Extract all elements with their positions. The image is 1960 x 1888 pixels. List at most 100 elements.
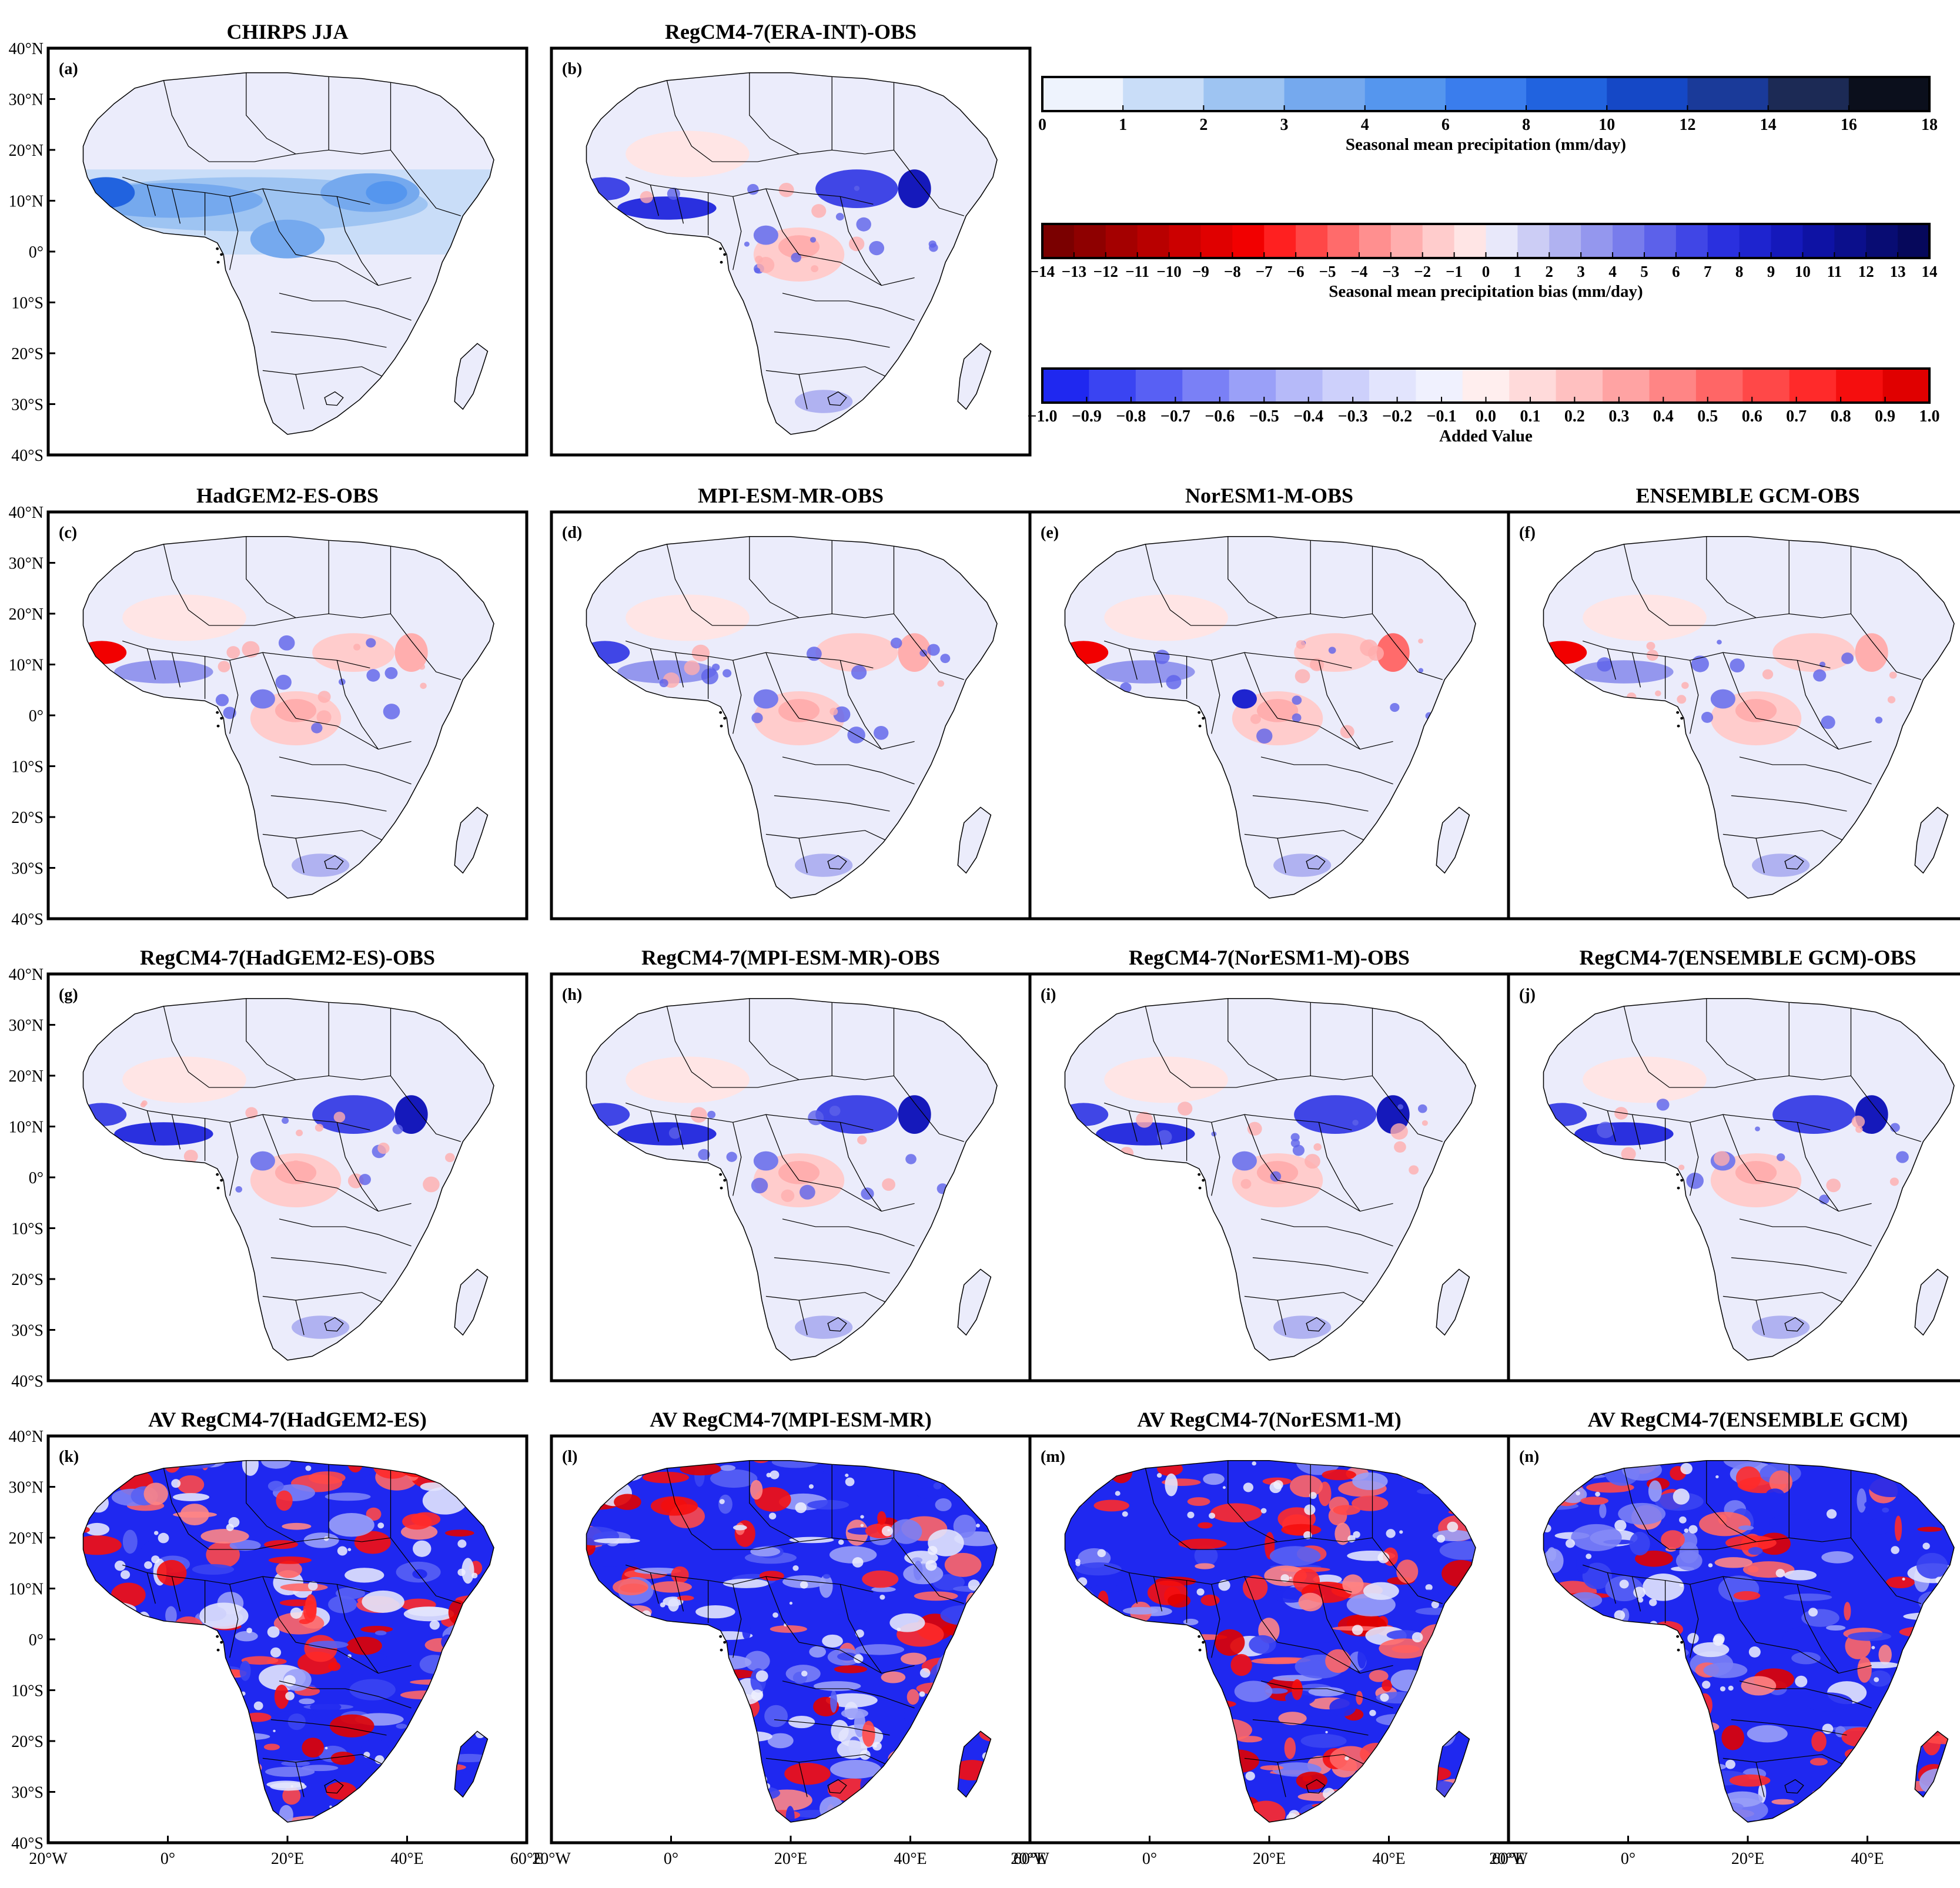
island-dot — [723, 717, 727, 720]
island-dot — [1676, 1635, 1680, 1638]
panel-a-title: CHIRPS JJA — [226, 20, 348, 43]
colorbar-label: Seasonal mean precipitation bias (mm/day… — [1329, 282, 1643, 301]
colorbar-tick-label: −14 — [1030, 263, 1055, 280]
madagascar-coast — [1914, 806, 1949, 874]
lat-tick-label: 30°S — [11, 1322, 44, 1340]
madagascar-coast — [1436, 806, 1470, 874]
panel-h-title: RegCM4-7(MPI-ESM-MR)-OBS — [641, 946, 940, 969]
panel-k-letter: (k) — [59, 1448, 79, 1466]
colorbar-swatch — [1898, 224, 1930, 258]
panel-k: AV RegCM4-7(HadGEM2-ES) (k) 40°N 30°N 20°N 10… — [9, 1408, 544, 1868]
island-dot — [216, 724, 220, 728]
panel-b-title: RegCM4-7(ERA-INT)-OBS — [665, 20, 917, 43]
colorbar-swatch — [1359, 224, 1392, 258]
colorbar-tick-label: 18 — [1921, 116, 1938, 134]
panel-k-title: AV RegCM4-7(HadGEM2-ES) — [148, 1408, 427, 1431]
panel-m: AV RegCM4-7(NorESM1-M) (m) 20°W 0° 20°E 40°E 6… — [1011, 1408, 1525, 1868]
coastline — [586, 1460, 998, 1823]
island-dot — [1676, 711, 1680, 714]
colorbar-swatch — [1581, 224, 1613, 258]
island-dot — [719, 1173, 723, 1176]
coastline — [1064, 1460, 1476, 1823]
madagascar-coast — [1914, 1730, 1949, 1798]
colorbar-tick-label: 16 — [1841, 116, 1857, 134]
island-dot — [723, 1641, 727, 1644]
lon-tick-label: 20°W — [532, 1850, 571, 1868]
panel-l-letter: (l) — [562, 1448, 577, 1466]
panel-m-letter: (m) — [1041, 1448, 1065, 1466]
lat-tick-label: 20°S — [11, 1733, 44, 1751]
lat-tick-label: 20°S — [11, 1271, 44, 1289]
colorbar-tick-label: 0.4 — [1653, 407, 1674, 426]
lesotho-border — [827, 1779, 847, 1794]
colorbar-tick-label: 0.0 — [1476, 407, 1496, 426]
colorbar-swatch — [1675, 224, 1708, 258]
lat-tick-label: 30°N — [9, 1017, 44, 1035]
country-borders — [1104, 536, 1443, 873]
panel-e-letter: (e) — [1041, 524, 1059, 542]
colorbar-tick-label: −0.4 — [1293, 407, 1323, 426]
colorbar-tick-label: −0.3 — [1338, 407, 1368, 426]
lesotho-border — [324, 855, 344, 870]
lat-tick-label: 40°S — [11, 447, 44, 465]
colorbar-tick-label: −8 — [1224, 263, 1241, 280]
colorbar-swatch — [1296, 224, 1328, 258]
lat-tick-label: 20°S — [11, 345, 44, 363]
lon-tick-label: 40°E — [1372, 1850, 1405, 1868]
coastline — [586, 998, 998, 1361]
colorbar-tick-label: −10 — [1156, 263, 1181, 280]
lon-tick-label: 0° — [160, 1850, 175, 1868]
madagascar — [958, 1269, 991, 1335]
lon-tick-label: 40°E — [1851, 1850, 1884, 1868]
colorbar-swatch — [1264, 224, 1296, 258]
colorbar-2: −1.0 −0.9 −0.8 −0.7 −0.6 −0.5 −0.4 −0.3 −0.2 −0.1… — [1028, 367, 1940, 446]
panel-n: AV RegCM4-7(ENSEMBLE GCM) (n) 20°W 0° 20°E 40… — [1489, 1408, 1960, 1868]
panel-h-map — [586, 998, 998, 1361]
panel-c: HadGEM2-ES-OBS (c) 40°N 30°N 20°N 10°N 0° 10°S 2… — [9, 484, 529, 929]
panel-b: RegCM4-7(ERA-INT)-OBS (b) — [550, 20, 1032, 457]
colorbar-tick-label: 3 — [1280, 116, 1289, 134]
island-dot — [216, 247, 219, 250]
colorbar-swatch — [1644, 224, 1677, 258]
lon-tick-label: 20°W — [1011, 1850, 1049, 1868]
lat-tick-label: 30°N — [9, 91, 44, 109]
colorbar-swatch — [1284, 77, 1366, 111]
colorbar-tick-label: 0.2 — [1564, 407, 1585, 426]
country-borders — [1583, 536, 1922, 873]
colorbar-swatch — [1369, 369, 1416, 403]
lesotho-border — [1784, 1317, 1804, 1332]
island-dot — [1202, 1179, 1205, 1182]
colorbar-tick-label: 12 — [1679, 116, 1695, 134]
island-dot — [719, 247, 723, 250]
madagascar — [958, 343, 991, 410]
lon-tick-label: 60°E — [1014, 1850, 1046, 1868]
colorbar-swatch — [1073, 224, 1106, 258]
madagascar-coast — [957, 343, 992, 410]
panel-d: MPI-ESM-MR-OBS (d) — [550, 484, 1032, 920]
country-borders — [1583, 998, 1922, 1335]
madagascar-coast — [1436, 1268, 1470, 1336]
island-dot — [1680, 1641, 1684, 1644]
colorbar-tick-label: 2 — [1199, 116, 1208, 134]
colorbar-swatch — [1454, 224, 1487, 258]
colorbar-swatch — [1232, 224, 1265, 258]
panel-b-map — [586, 72, 998, 435]
lesotho-border — [1306, 855, 1326, 870]
colorbar-swatch — [1834, 224, 1867, 258]
colorbar-tick-label: −4 — [1350, 263, 1367, 280]
lat-tick-label: 10°N — [9, 1581, 44, 1599]
colorbar-swatch — [1695, 369, 1743, 403]
country-borders — [122, 998, 461, 1335]
lon-tick-label: 20°W — [29, 1850, 68, 1868]
island-dot — [1198, 1173, 1201, 1176]
colorbar-tick-label: 0.6 — [1742, 407, 1762, 426]
field-i — [1065, 1056, 1428, 1339]
colorbar-swatch — [1364, 77, 1446, 111]
panel-g-letter: (g) — [59, 986, 78, 1004]
lesotho-border — [827, 855, 847, 870]
island-dot — [720, 1186, 723, 1190]
colorbar-tick-label: −0.8 — [1116, 407, 1146, 426]
island-dot — [719, 711, 723, 714]
colorbar-swatch — [1739, 224, 1772, 258]
lat-tick-label: 10°N — [9, 657, 44, 675]
